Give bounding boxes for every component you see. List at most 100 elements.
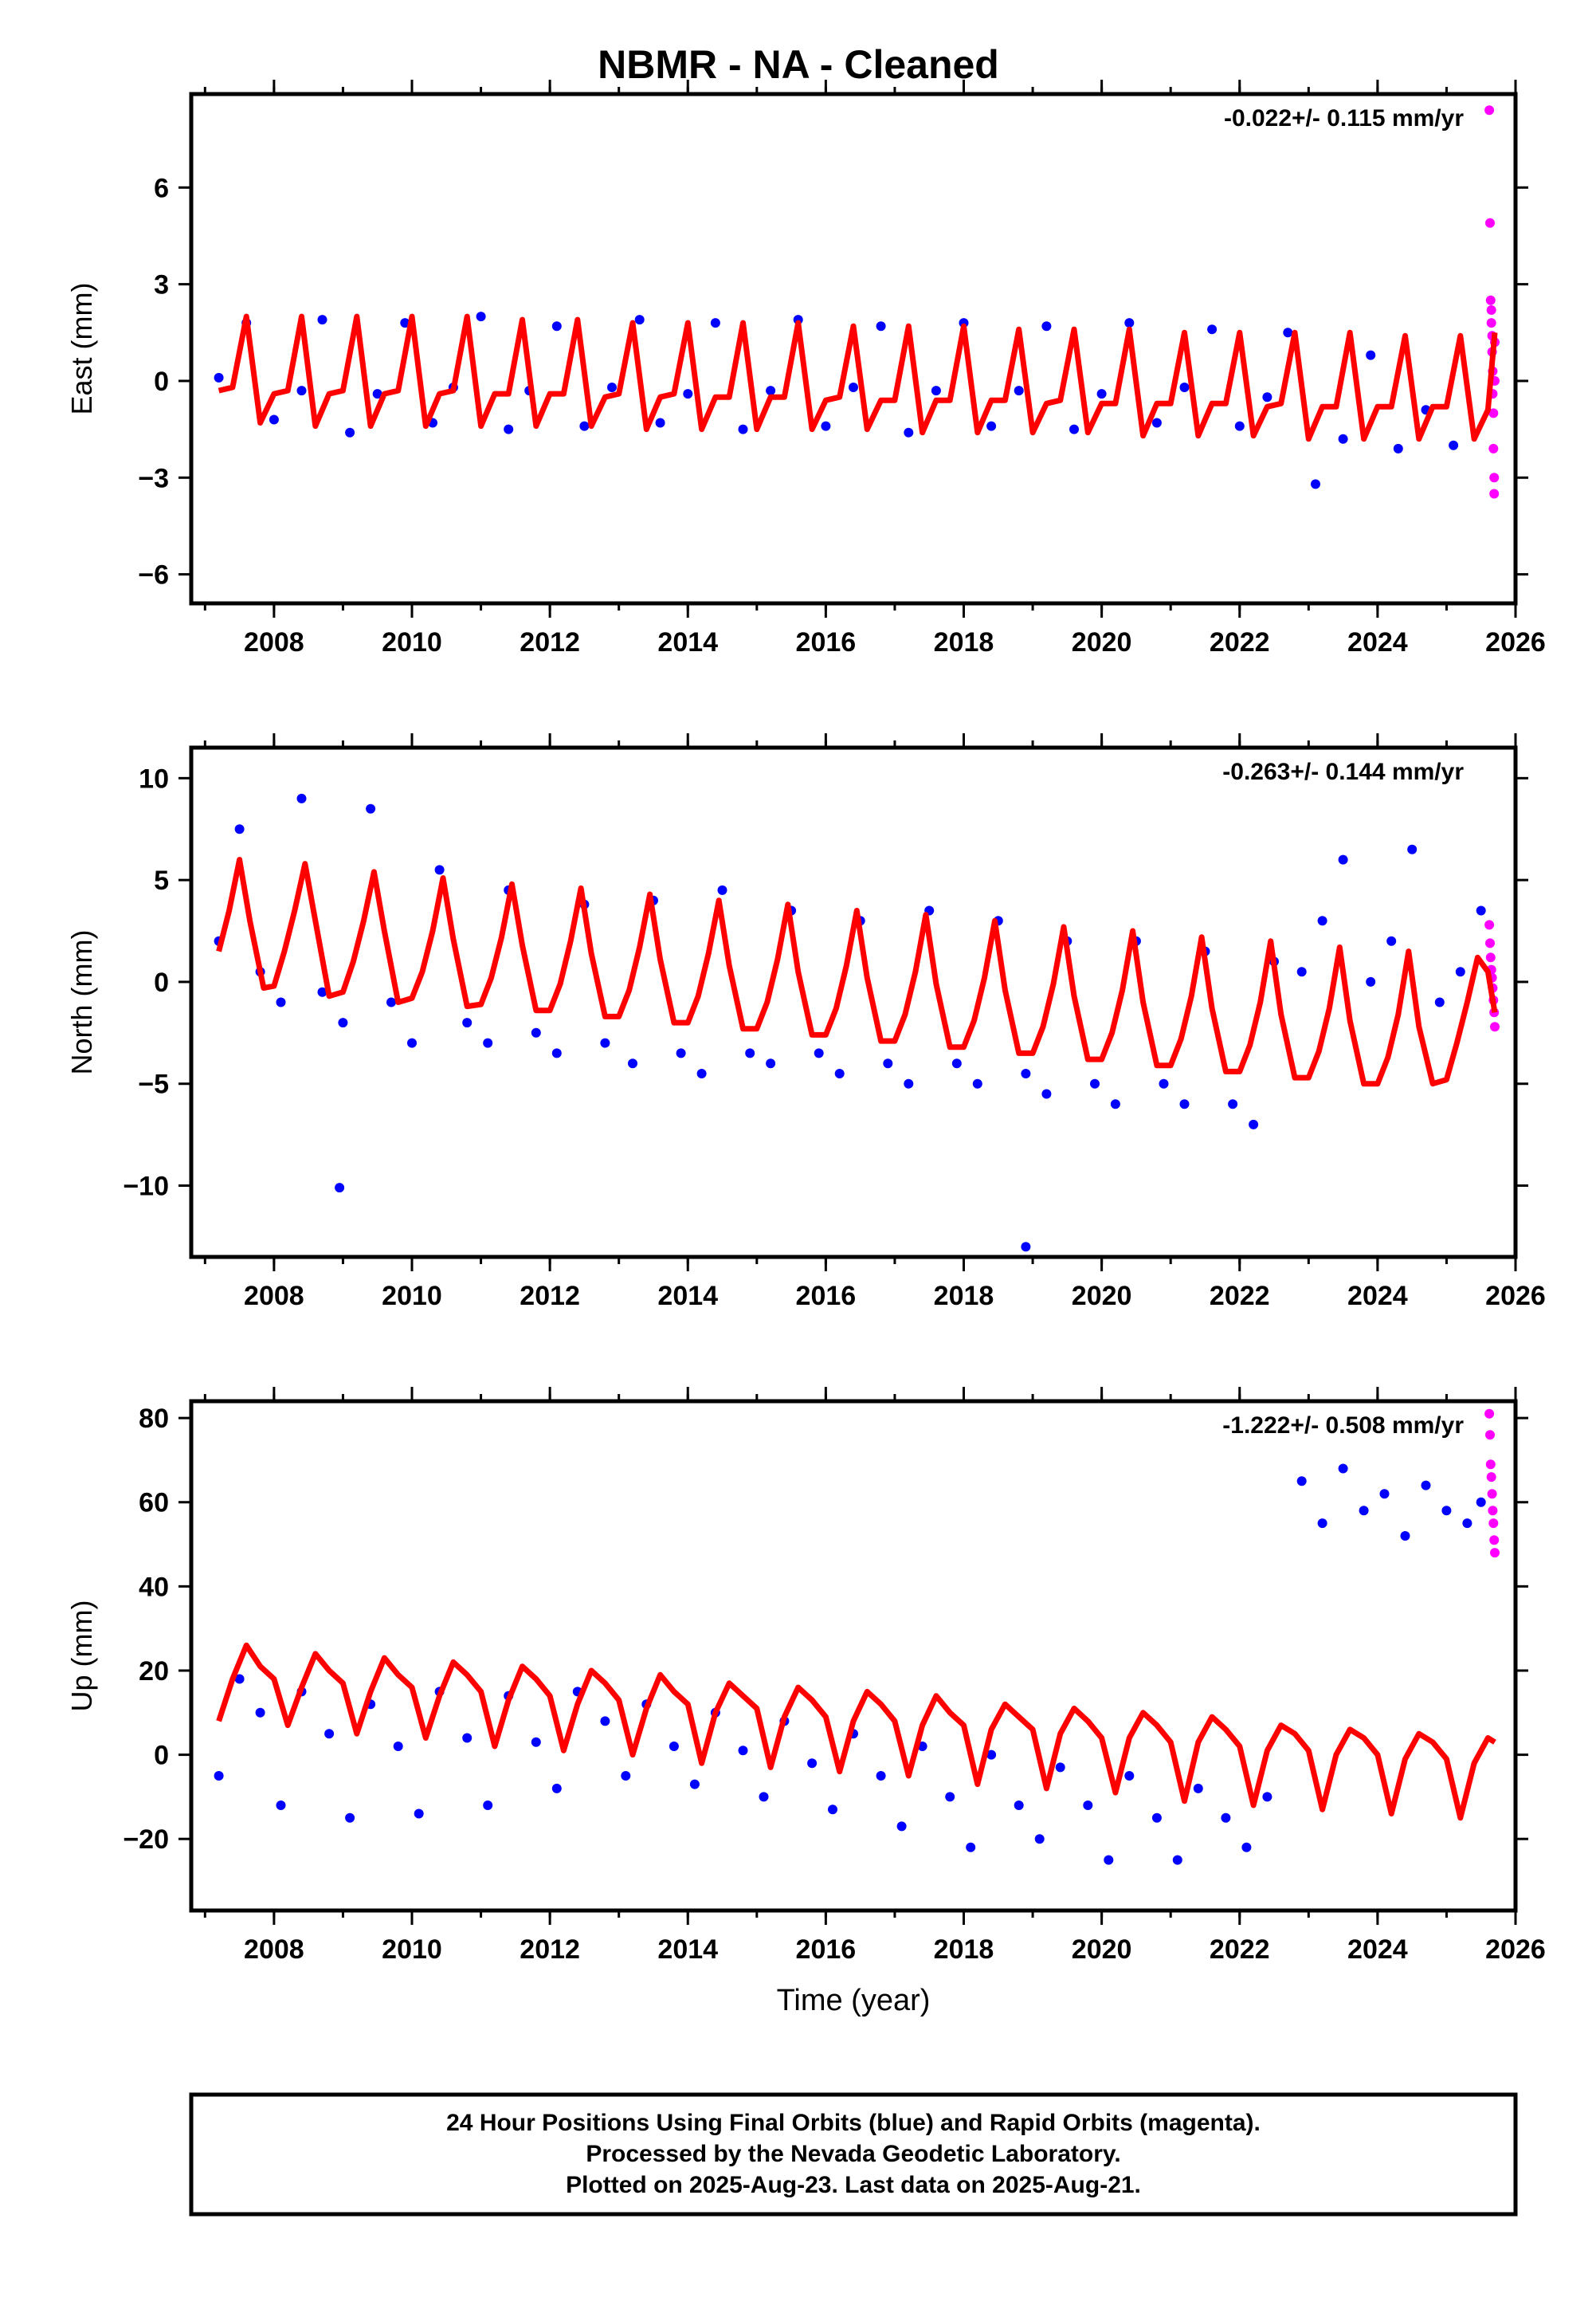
x-tick-label: 2014 — [657, 627, 718, 658]
north-panel: 2008 2010 2012 2014 2016 2018 2020 2022 2024 2026… — [65, 733, 1546, 1311]
x-tick-label: 2024 — [1347, 1934, 1408, 1965]
final-orbit-point — [1090, 1078, 1100, 1089]
rapid-orbit-point — [1489, 473, 1500, 483]
final-orbit-point — [296, 386, 307, 396]
y-axis-label: Up (mm) — [65, 1600, 98, 1712]
final-orbit-point — [883, 1058, 893, 1069]
final-orbit-point — [462, 1733, 473, 1743]
final-orbit-point — [807, 1758, 818, 1769]
rapid-orbit-point — [1490, 1022, 1500, 1032]
final-orbit-point — [1359, 1506, 1369, 1516]
final-orbit-point — [1407, 844, 1418, 854]
x-tick-label: 2020 — [1072, 627, 1132, 658]
final-orbit-point — [876, 321, 886, 332]
x-tick-label: 2022 — [1210, 627, 1270, 658]
x-tick-label: 2014 — [657, 1934, 718, 1965]
x-tick-label: 2008 — [244, 1281, 304, 1311]
final-orbit-point — [621, 1771, 631, 1781]
plot-frame — [189, 92, 1518, 606]
final-orbit-point — [1207, 324, 1218, 335]
y-tick-label: 0 — [154, 1741, 169, 1771]
x-tick-label: 2010 — [382, 627, 442, 658]
final-orbit-point — [338, 1018, 348, 1028]
y-tick-label: 0 — [154, 367, 169, 397]
final-orbit-point — [1262, 1792, 1272, 1802]
final-orbit-point — [335, 1183, 345, 1193]
footer-line-2: Processed by the Nevada Geodetic Laborat… — [586, 2141, 1120, 2167]
x-tick-label: 2012 — [520, 627, 580, 658]
y-axis-label: East (mm) — [65, 283, 98, 415]
final-orbit-point — [931, 386, 941, 396]
y-tick-label: −6 — [138, 560, 169, 591]
final-orbit-point — [759, 1792, 769, 1802]
final-orbit-point — [1228, 1099, 1238, 1109]
final-orbit-point — [945, 1792, 955, 1802]
final-orbit-point — [317, 987, 327, 997]
velocity-annotation: -0.022+/- 0.115 mm/yr — [1224, 105, 1464, 132]
final-orbit-point — [372, 389, 382, 399]
x-tick-label: 2018 — [934, 1281, 994, 1311]
x-tick-label: 2012 — [520, 1934, 580, 1965]
x-tick-label: 2020 — [1072, 1934, 1132, 1965]
final-orbit-point — [986, 421, 997, 431]
final-orbit-point — [1172, 1855, 1182, 1865]
final-orbit-point — [738, 1746, 748, 1756]
y-tick-label: 40 — [139, 1572, 169, 1602]
final-orbit-point — [1455, 967, 1465, 977]
y-tick-label: −3 — [138, 463, 169, 493]
final-orbit-point — [386, 997, 396, 1007]
rapid-orbit-point — [1485, 952, 1496, 963]
x-tick-label: 2022 — [1210, 1934, 1270, 1965]
final-orbit-point — [1249, 1119, 1259, 1129]
rapid-orbit-point — [1484, 105, 1495, 116]
footer-box — [189, 2092, 1518, 2217]
rapid-orbit-point — [1486, 305, 1496, 315]
figure-title: NBMR - NA - Cleaned — [598, 42, 999, 87]
final-orbit-point — [904, 427, 914, 438]
final-orbit-point — [1462, 1518, 1472, 1529]
final-orbit-point — [1151, 418, 1162, 428]
final-orbit-point — [324, 1729, 335, 1739]
final-orbit-point — [1366, 976, 1376, 987]
y-tick-label: −5 — [138, 1070, 169, 1100]
final-orbit-point — [814, 1048, 824, 1058]
final-orbit-point — [1296, 967, 1307, 977]
final-orbit-point — [1014, 1801, 1024, 1810]
final-orbit-point — [214, 372, 224, 383]
y-tick-label: −20 — [123, 1824, 169, 1855]
final-orbit-point — [1400, 1531, 1410, 1541]
x-tick-label: 2024 — [1347, 1281, 1408, 1311]
final-orbit-point — [766, 1058, 776, 1069]
final-orbit-point — [717, 885, 727, 895]
final-orbit-point — [1069, 424, 1079, 434]
final-orbit-point — [1021, 1242, 1031, 1252]
x-tick-label: 2008 — [244, 627, 304, 658]
rapid-orbit-point — [1489, 1535, 1500, 1545]
final-orbit-point — [834, 1069, 845, 1078]
x-tick-label: 2012 — [520, 1281, 580, 1311]
final-orbit-point — [1193, 1783, 1203, 1793]
rapid-orbit-point — [1486, 318, 1496, 328]
final-orbit-point — [1449, 440, 1459, 450]
final-orbit-point — [531, 1027, 541, 1038]
final-orbit-point — [551, 1048, 562, 1058]
rapid-orbit-point — [1485, 938, 1495, 948]
final-orbit-point — [669, 1742, 679, 1751]
final-orbit-point — [483, 1038, 493, 1048]
x-tick-label: 2026 — [1485, 1934, 1546, 1965]
model-fit-line — [216, 1642, 1496, 1821]
rapid-orbit-point — [1490, 1548, 1500, 1558]
final-orbit-point — [296, 793, 307, 803]
x-tick-label: 2026 — [1485, 1281, 1546, 1311]
x-tick-label: 2014 — [657, 1281, 718, 1311]
y-tick-label: 6 — [154, 173, 169, 203]
rapid-orbit-point — [1487, 1489, 1497, 1499]
final-orbit-point — [1034, 1834, 1045, 1844]
x-tick-label: 2018 — [934, 1934, 994, 1965]
final-orbit-point — [551, 1783, 562, 1793]
rapid-orbit-point — [1486, 1472, 1496, 1482]
plot-frame — [189, 1399, 1518, 1913]
final-orbit-point — [579, 421, 590, 431]
x-tick-label: 2026 — [1485, 627, 1546, 658]
